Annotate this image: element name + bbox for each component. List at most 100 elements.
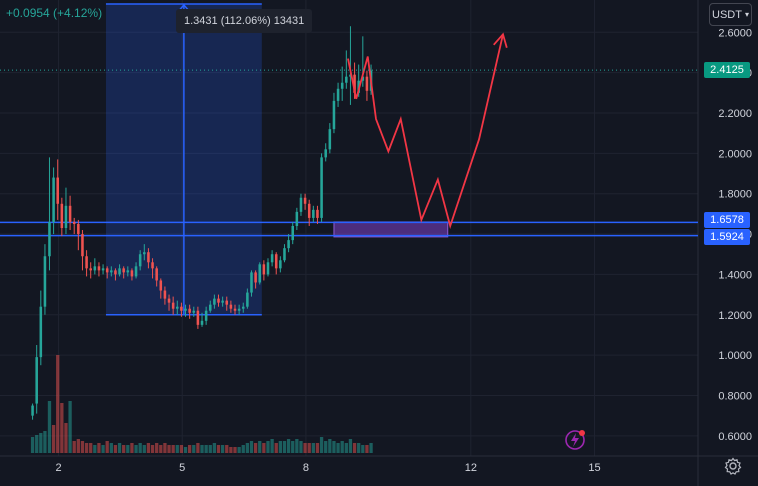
volume-bar — [315, 443, 320, 453]
candle-body — [270, 254, 274, 263]
volume-bar — [369, 443, 373, 453]
volume-bar — [56, 355, 60, 453]
volume-bar — [299, 441, 303, 453]
candle-body — [208, 304, 212, 311]
volume-bar — [352, 443, 357, 453]
volume-bar — [179, 445, 184, 453]
time-tick-label: 12 — [465, 462, 477, 474]
volume-bar — [311, 443, 315, 453]
candle-body — [340, 82, 344, 89]
projection-path[interactable] — [347, 32, 508, 230]
candle-body — [266, 262, 270, 275]
zone-rectangle[interactable] — [333, 221, 449, 238]
candle-body — [184, 308, 187, 311]
candle-body — [105, 268, 109, 273]
volume-bar — [344, 443, 348, 453]
volume-bar — [258, 441, 262, 453]
candle-body — [159, 280, 163, 291]
volume-bar — [89, 443, 93, 453]
volume-bar — [365, 445, 369, 453]
candle-body — [89, 268, 92, 271]
candle-body — [274, 254, 278, 269]
volume-bar — [357, 443, 361, 453]
candle-body — [250, 272, 253, 293]
volume-bar — [286, 439, 291, 453]
lightning-icon[interactable] — [564, 429, 586, 451]
volume-bar — [319, 437, 324, 453]
candle-body — [101, 268, 105, 271]
candle-body — [93, 266, 97, 271]
candle-body — [221, 300, 224, 303]
last-price-tag: 2.4125 — [704, 62, 750, 78]
candle-body — [287, 240, 290, 249]
candle-body — [176, 306, 179, 309]
time-axis[interactable]: 2 5 8 12 15 — [55, 462, 600, 474]
candle-body — [349, 74, 352, 77]
volume-bar — [122, 445, 126, 453]
volume-bar — [43, 431, 47, 453]
volume-bar — [183, 447, 188, 453]
candle-body — [204, 310, 208, 321]
volume-bar — [192, 445, 196, 453]
volume-bar — [270, 439, 274, 453]
volume-bar — [208, 445, 212, 453]
volume-bar — [167, 445, 171, 453]
candle-body — [114, 270, 117, 275]
candle-body — [332, 100, 336, 130]
horizontal-lines[interactable] — [0, 221, 698, 237]
volume-bar — [196, 443, 200, 453]
candle-body — [258, 264, 262, 283]
volume-bar — [80, 441, 85, 453]
volume-bar — [291, 441, 295, 453]
candle-body — [77, 223, 80, 235]
candle-body — [81, 234, 84, 257]
currency-selector[interactable]: USDT ▾ — [709, 3, 752, 26]
candle-body — [147, 252, 150, 263]
candle-body — [213, 298, 216, 305]
volume-bar — [245, 443, 250, 453]
price-tick-label: 0.6000 — [718, 431, 752, 443]
price-tick-label: 1.8000 — [718, 189, 752, 201]
candle-body — [171, 302, 175, 309]
volume-bar — [117, 443, 122, 453]
volume-bar — [60, 403, 64, 453]
volume-bar — [307, 443, 311, 453]
candle-body — [35, 357, 38, 404]
candle-body — [291, 225, 295, 241]
candle-body — [134, 266, 138, 277]
price-tick-label: 2.2000 — [718, 108, 752, 120]
volume-bar — [262, 443, 266, 453]
volume-bar — [105, 441, 109, 453]
volume-bar — [97, 443, 101, 453]
candle-body — [345, 76, 348, 83]
candle-body — [39, 306, 43, 358]
volume-bar — [200, 445, 204, 453]
volume-bar — [237, 447, 241, 453]
candle-body — [328, 129, 332, 150]
volume-bar — [204, 445, 208, 453]
volume-bar — [113, 445, 118, 453]
candle-body — [52, 177, 55, 222]
volume-bar — [47, 401, 52, 453]
candle-body — [48, 221, 51, 257]
candle-body — [229, 304, 233, 309]
volume-bar — [93, 445, 97, 453]
price-tick-label: 0.8000 — [718, 390, 752, 402]
time-tick-label: 5 — [179, 462, 185, 474]
time-tick-label: 8 — [303, 462, 309, 474]
candle-body — [72, 221, 76, 224]
volume-bar — [68, 401, 72, 453]
volume-bar — [216, 445, 221, 453]
price-tick-label: 1.2000 — [718, 310, 752, 322]
candle-body — [64, 205, 68, 228]
measure-tool[interactable] — [105, 3, 262, 316]
gear-icon[interactable] — [724, 457, 742, 475]
candle-body — [336, 88, 340, 101]
candle-body — [237, 308, 241, 311]
candle-body — [163, 290, 167, 299]
volume-bar — [336, 443, 340, 453]
candle-body — [97, 266, 101, 271]
candle-body — [31, 405, 34, 416]
candle-body — [85, 256, 88, 269]
